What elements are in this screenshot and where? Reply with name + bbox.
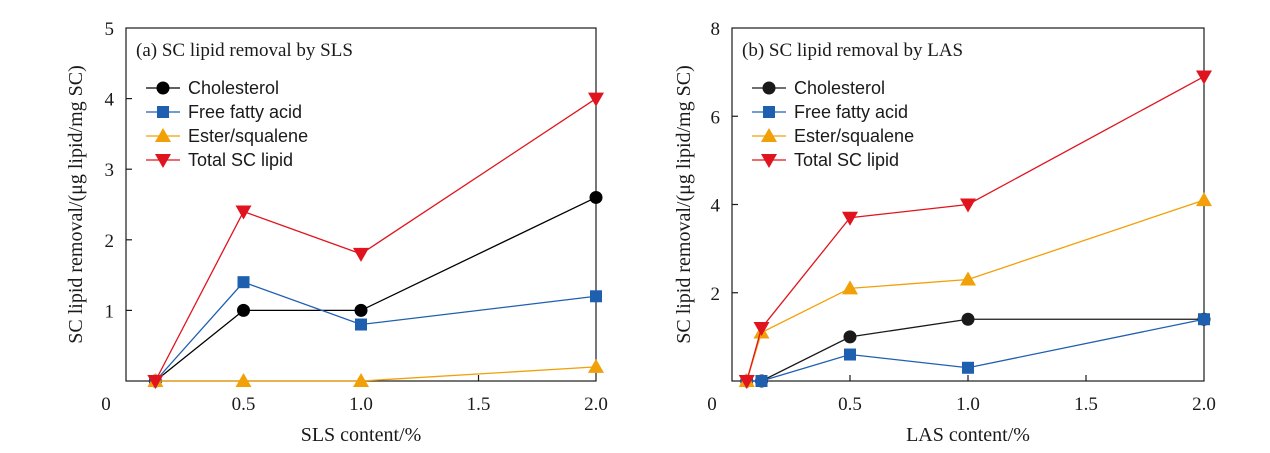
y-tick-label: 6 [711,107,721,128]
data-point [235,205,252,220]
legend-label: Total SC lipid [188,150,293,170]
series-line [746,75,1205,382]
series-line [746,318,1205,382]
data-point [590,290,602,303]
y-tick-label: 4 [105,90,115,111]
x-tick-label: 1.0 [349,394,373,415]
legend-label: Free fatty acid [794,102,908,122]
series-line [746,318,1204,382]
legend-label: Total SC lipid [794,150,899,170]
data-point [354,303,368,317]
legend-label: Ester/squalene [794,126,914,146]
y-tick-label: 1 [105,301,115,322]
y-tick-label: 2 [711,284,721,305]
x-tick-label: 1.5 [1074,394,1098,415]
legend-marker [763,106,775,118]
data-point [755,375,768,387]
data-point [237,276,250,289]
legend-marker [761,154,777,168]
legend-label: Free fatty acid [188,102,302,122]
series-free-fatty-acid [740,313,1210,387]
data-point [960,198,976,213]
series-ester-squalene [147,358,604,387]
chart-panel-b: 0 0.5 1.0 1.5 2.0 2 4 6 8 LAS content/% SC lipid r… [673,19,1216,446]
series-line [154,281,597,382]
data-point [353,373,369,387]
x-tick-label: 0 [101,394,111,415]
x-tick-label: 2.0 [1192,394,1216,415]
legend-marker [157,106,169,118]
x-tick-label: 0.5 [232,394,256,415]
data-point [588,358,604,373]
chart-panel-a: 0 0.5 1.0 1.5 2.0 1 2 3 4 5 SLS content/% SC lipid … [65,19,608,446]
data-point [588,92,604,107]
series-cholesterol [148,190,603,388]
series-line [154,196,597,382]
y-axis-title: SC lipid removal/(μg lipid/mg SC) [65,65,87,344]
series-cholesterol [740,312,1211,388]
legend-marker [155,128,171,142]
legend-label: Cholesterol [188,78,279,98]
legend: Cholesterol Free fatty acid Ester/squalene… [752,78,914,170]
y-tick-label: 2 [105,231,115,252]
x-tick-label: 1.0 [956,394,980,415]
panel-title: (a) SC lipid removal by SLS [136,40,353,61]
x-tick-label: 0.5 [838,394,862,415]
data-point [355,318,367,331]
legend-marker [762,81,776,95]
data-point [961,312,975,326]
x-tick-label: 1.5 [467,394,491,415]
data-point [842,211,858,226]
data-point [1196,70,1212,85]
data-point [843,330,857,344]
data-point [1196,192,1212,207]
legend-label: Ester/squalene [188,126,308,146]
data-point [589,190,603,204]
series-total-sc-lipid [147,92,604,389]
x-tick-label: 2.0 [584,394,608,415]
series-line [154,98,597,382]
data-point [237,303,250,317]
y-tick-label: 5 [105,19,115,40]
data-point [353,247,369,262]
legend-marker [155,154,171,168]
data-point [962,361,974,374]
legend: Cholesterol Free fatty acid Ester/squalene… [146,78,308,170]
data-point [1198,313,1210,326]
legend-label: Cholesterol [794,78,885,98]
y-tick-label: 3 [105,160,115,181]
legend-marker [761,128,777,142]
x-axis-title: SLS content/% [301,424,422,446]
y-tick-label: 4 [711,196,721,217]
panel-title: (b) SC lipid removal by LAS [742,40,963,61]
data-point [147,375,164,389]
data-point [842,280,858,295]
y-tick-label: 8 [711,19,721,40]
series-line [155,366,597,382]
legend-marker [156,81,170,95]
y-axis-title: SC lipid removal/(μg lipid/mg SC) [673,65,695,344]
data-point [753,322,770,337]
x-axis-title: LAS content/% [906,424,1030,446]
data-point [844,348,856,361]
series-ester-squalene [738,192,1212,387]
series-total-sc-lipid [738,70,1212,389]
x-tick-label: 0 [707,394,717,415]
data-point [960,271,976,286]
data-point [235,373,252,387]
data-point [738,375,755,389]
